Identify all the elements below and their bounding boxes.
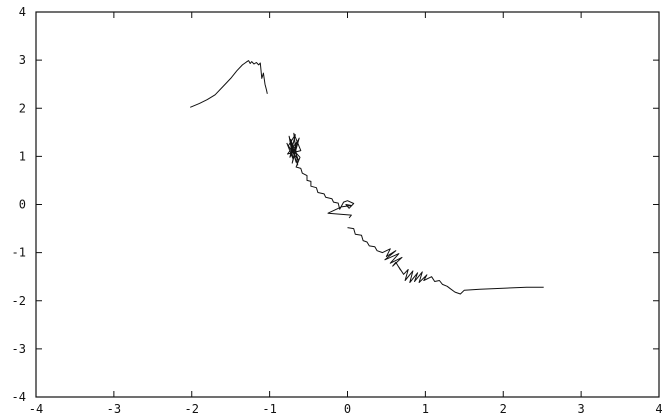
x-tick-label: 0 (344, 402, 351, 416)
y-tick-label: 2 (19, 101, 26, 115)
y-tick-label: -4 (12, 390, 26, 404)
y-tick-label: -1 (12, 246, 26, 260)
series-line-2 (286, 132, 355, 219)
series-line-1 (190, 60, 268, 108)
x-tick-label: -1 (262, 402, 276, 416)
y-tick-label: -2 (12, 294, 26, 308)
y-tick-label: 4 (19, 5, 26, 19)
y-tick-label: 1 (19, 149, 26, 163)
y-tick-label: 3 (19, 53, 26, 67)
x-tick-label: 3 (578, 402, 585, 416)
x-tick-label: 2 (500, 402, 507, 416)
x-tick-label: -4 (29, 402, 43, 416)
x-tick-label: 4 (655, 402, 662, 416)
y-tick-label: 0 (19, 198, 26, 212)
series-layer (190, 60, 544, 295)
x-tick-label: -2 (185, 402, 199, 416)
x-tick-label: 1 (422, 402, 429, 416)
x-tick-label: -3 (107, 402, 121, 416)
series-line-3 (347, 227, 544, 295)
y-tick-label: -3 (12, 342, 26, 356)
axes-layer: -4 -3 -2 -1 0 1 2 3 4 -4 -3 -2 -1 0 1 2 3 4 (12, 5, 662, 416)
